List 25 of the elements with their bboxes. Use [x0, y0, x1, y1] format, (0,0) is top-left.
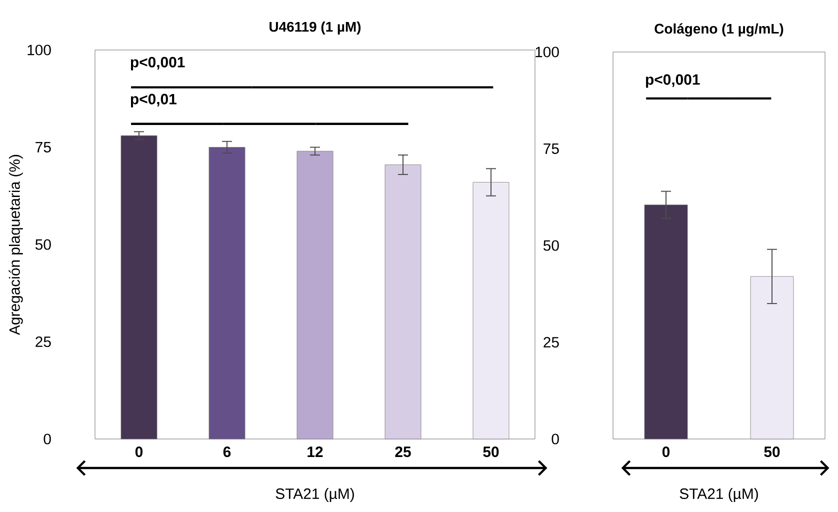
annotation: p<0,001	[646, 74, 700, 88]
y-tick-label: 50	[543, 240, 559, 251]
y-tick-label: 0	[552, 434, 559, 444]
annotation: p<0,01	[130, 94, 176, 108]
y-tick-label: 50	[35, 239, 51, 250]
y-tick-label: 75	[36, 142, 51, 152]
chart-title: Colágeno (1 µg/mL)	[654, 23, 784, 36]
x-tick-label: 6	[223, 446, 231, 458]
y-tick-label: 25	[544, 336, 559, 348]
chart-title: U46119 (1 µM)	[270, 21, 361, 34]
x-tick-label: 0	[135, 446, 143, 458]
y-tick-label: 75	[544, 144, 559, 154]
y-axis-title: Agregación plaquetaria (%)	[8, 154, 23, 336]
x-axis-title: STA21 (µM)	[680, 488, 758, 502]
x-tick-label: 25	[395, 446, 411, 458]
y-tick-label: 100	[28, 44, 51, 56]
y-tick-label: 0	[44, 434, 51, 444]
x-tick-label: 50	[483, 446, 499, 458]
x-tick-label: 12	[308, 446, 323, 457]
x-axis-title: STA21 (µM)	[276, 488, 354, 502]
x-tick-label: 0	[662, 446, 670, 458]
annotation: p<0,001	[130, 56, 185, 70]
y-tick-label: 100	[536, 46, 559, 58]
x-tick-label: 50	[764, 446, 780, 458]
y-tick-label: 25	[36, 336, 51, 348]
